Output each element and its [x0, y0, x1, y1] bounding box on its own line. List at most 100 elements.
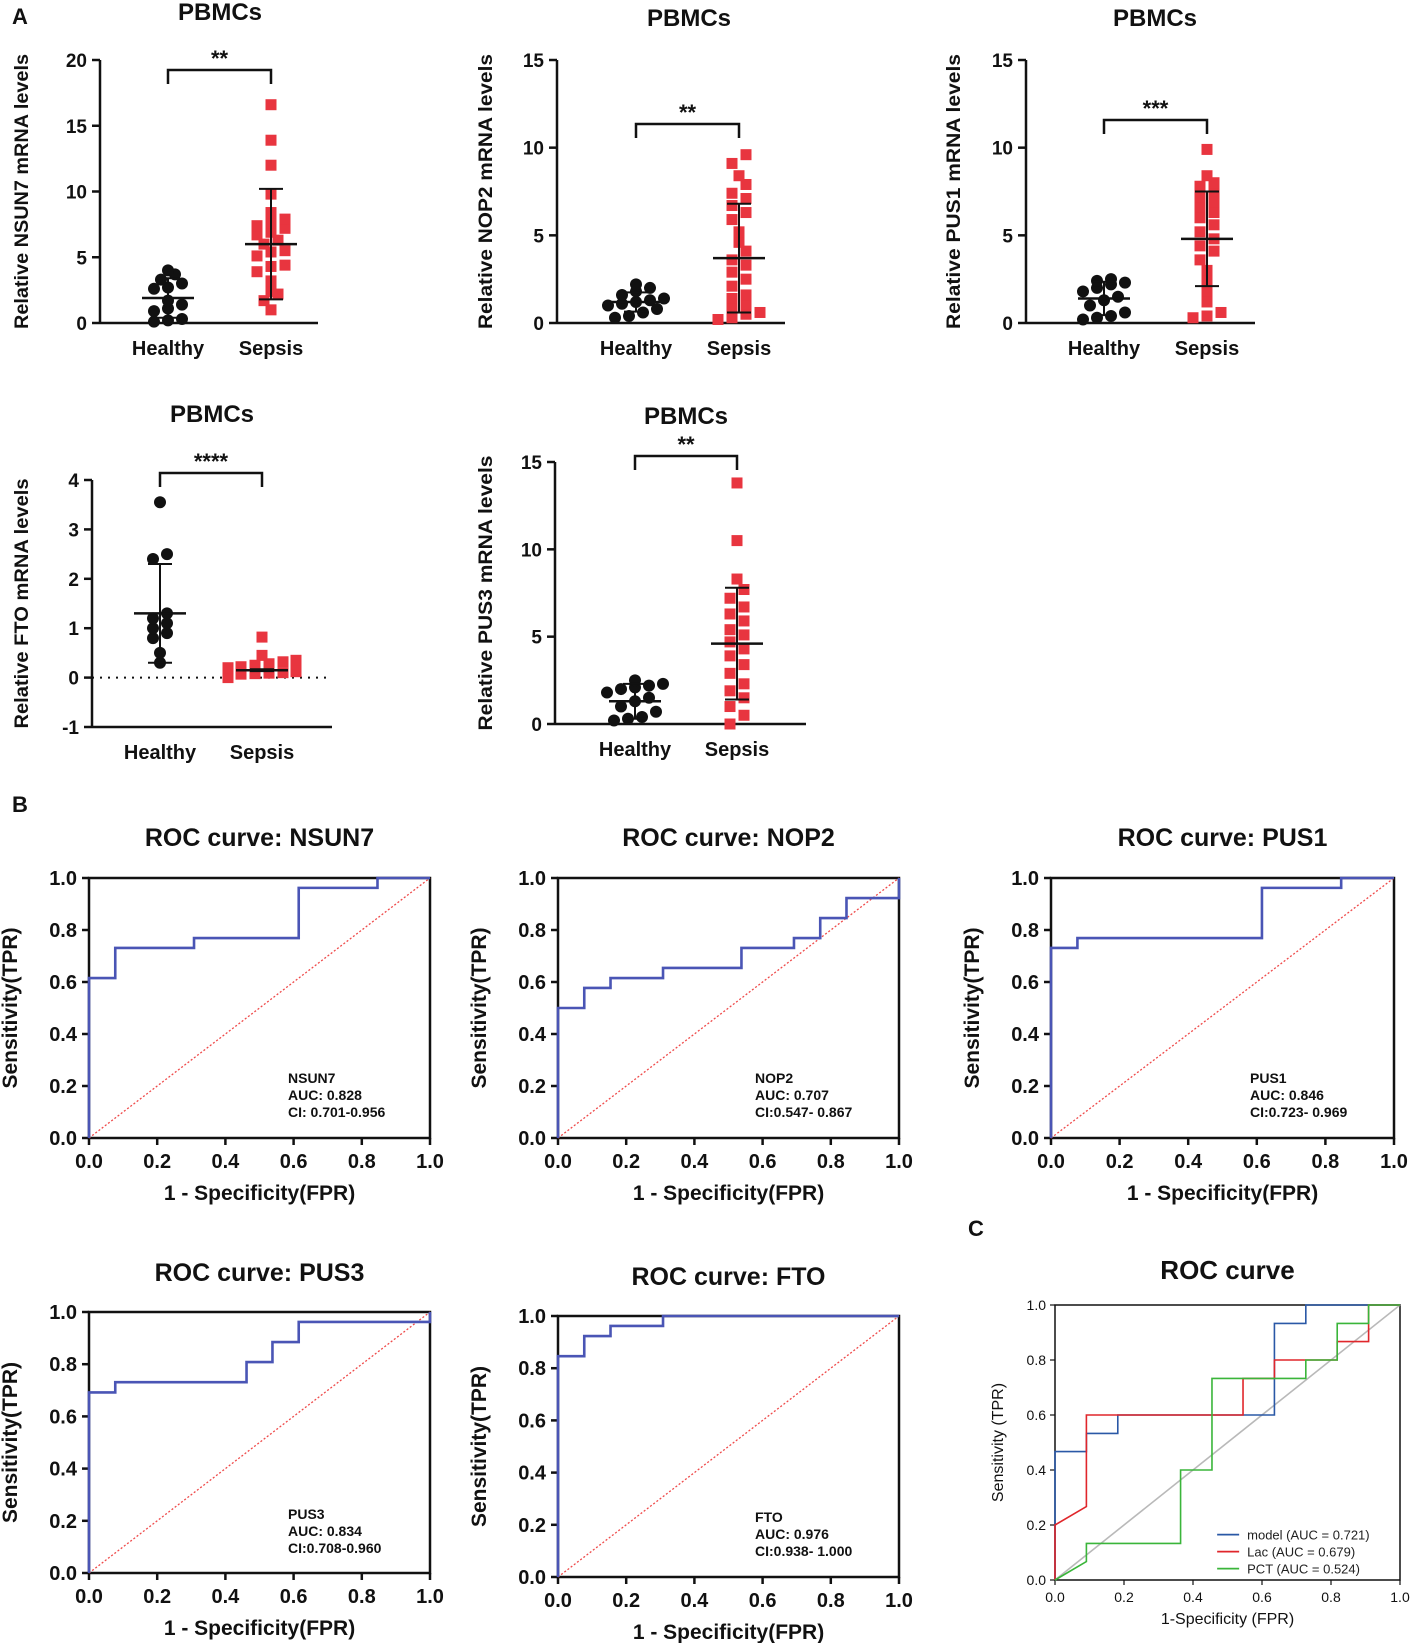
roc-pus3: 0.00.0 0.2 0.2 0.4 0.4 0.6 0.6 0.8 0.8 1.0 1.0 ROC …: [0, 1259, 444, 1640]
data-point-healthy: [147, 553, 159, 566]
data-point-sepsis: [251, 266, 263, 278]
y-axis-label: Relative NSUN7 mRNA levels: [12, 54, 33, 329]
chart-title: ROC curve: NOP2: [622, 824, 835, 852]
x-axis-label: 1 - Specificity(FPR): [633, 1621, 824, 1643]
data-point-healthy: [630, 278, 642, 291]
y-tick-label: 0.6: [518, 1410, 546, 1432]
data-point-healthy: [148, 305, 160, 318]
data-point-sepsis: [1208, 245, 1220, 257]
y-tick-label: 0: [533, 314, 544, 335]
data-point-sepsis: [1201, 143, 1213, 155]
x-category-label: Sepsis: [230, 742, 294, 764]
x-axis-label: 1-Specificity (FPR): [1161, 1611, 1294, 1628]
significance-bracket: [633, 454, 739, 470]
data-point-sepsis: [249, 668, 261, 680]
y-tick-label: 0.4: [1027, 1462, 1047, 1478]
auc-annotation-line: NSUN7: [288, 1070, 336, 1086]
data-point-sepsis: [222, 662, 234, 674]
pus3-scatter: 0 5 10 15 PBMCs Relative PUS3 mRNA levels Heal…: [476, 403, 806, 761]
y-tick-label: 0.4: [518, 1024, 547, 1046]
data-point-sepsis: [738, 692, 750, 704]
x-tick-label: 0.6: [280, 1151, 308, 1173]
x-tick-label: 0.8: [1321, 1589, 1341, 1605]
data-point-sepsis: [754, 306, 766, 318]
chart-title: ROC curve: NSUN7: [145, 824, 374, 852]
plot-frame: [1054, 1304, 1401, 1581]
data-point-sepsis: [1201, 310, 1213, 322]
y-tick-label: 5: [533, 226, 544, 247]
data-point-healthy: [176, 277, 188, 290]
data-point-sepsis: [738, 601, 750, 613]
data-point-sepsis: [1201, 170, 1213, 182]
significance-bracket: [166, 68, 273, 84]
x-tick-label: 1.0: [416, 1151, 444, 1173]
y-tick-label: 10: [66, 183, 87, 204]
significance-stars: ****: [194, 449, 229, 474]
y-tick-label: 0.0: [1027, 1572, 1047, 1588]
data-point-sepsis: [738, 615, 750, 627]
data-point-healthy: [176, 313, 188, 326]
data-point-healthy: [643, 679, 655, 692]
y-tick-label: 0.2: [49, 1076, 77, 1098]
x-tick-label: 0.0: [75, 1151, 103, 1173]
x-tick-label: 0.8: [817, 1590, 845, 1612]
data-point-sepsis: [279, 213, 291, 225]
data-point-sepsis: [265, 159, 277, 171]
reference-diagonal: [557, 1315, 900, 1578]
data-point-sepsis: [1194, 180, 1206, 192]
data-point-healthy: [651, 302, 663, 315]
data-point-healthy: [147, 622, 159, 635]
data-point-healthy: [1112, 290, 1124, 303]
data-point-sepsis: [256, 631, 268, 643]
x-tick-label: 0.8: [1311, 1151, 1339, 1173]
data-point-sepsis: [726, 303, 738, 315]
roc-series-pct: [1054, 1304, 1400, 1581]
x-tick-label: 0.2: [143, 1586, 171, 1608]
x-tick-label: 0.4: [680, 1151, 709, 1173]
data-point-sepsis: [726, 292, 738, 304]
x-tick-label: 0.6: [749, 1590, 777, 1612]
x-axis-label: 1 - Specificity(FPR): [1127, 1182, 1318, 1205]
data-point-sepsis: [290, 654, 302, 666]
y-tick-label: 4: [68, 471, 79, 492]
x-tick-label: 0.2: [612, 1590, 640, 1612]
x-axis-label: 1 - Specificity(FPR): [633, 1182, 824, 1205]
y-tick-label: 0.6: [1011, 972, 1039, 994]
data-point-sepsis: [731, 573, 743, 585]
data-point-sepsis: [740, 308, 752, 320]
auc-annotation-line: CI: 0.701-0.956: [288, 1104, 385, 1120]
y-tick-label: 1.0: [1011, 868, 1039, 890]
x-tick-label: 0.6: [1243, 1151, 1271, 1173]
y-tick-label: 0.0: [1011, 1128, 1039, 1150]
x-category-label: Healthy: [132, 338, 205, 360]
data-point-sepsis: [726, 254, 738, 266]
auc-annotation-line: CI:0.723- 0.969: [1250, 1104, 1347, 1120]
data-point-healthy: [147, 612, 159, 625]
roc-nsun7: 0.00.0 0.2 0.2 0.4 0.4 0.6 0.6 0.8 0.8 1.0 1.0 ROC …: [0, 824, 444, 1205]
data-point-sepsis: [1208, 196, 1220, 208]
data-point-healthy: [155, 273, 167, 286]
data-point-healthy: [615, 683, 627, 696]
data-point-sepsis: [738, 709, 750, 721]
y-axis-label: Relative PUS1 mRNA levels: [944, 54, 965, 329]
data-point-sepsis: [738, 584, 750, 596]
data-point-sepsis: [733, 170, 745, 182]
data-point-sepsis: [1208, 219, 1220, 231]
data-point-sepsis: [279, 259, 291, 271]
data-point-sepsis: [731, 477, 743, 489]
y-axis-label: Sensitivity(TPR): [468, 1366, 491, 1527]
data-point-sepsis: [235, 661, 247, 673]
y-tick-label: 0.8: [518, 920, 546, 942]
auc-annotation-line: CI:0.708-0.960: [288, 1540, 382, 1556]
reference-diagonal: [88, 1311, 431, 1574]
data-point-sepsis: [265, 99, 277, 111]
significance-stars: **: [211, 46, 229, 71]
y-tick-label: 10: [992, 139, 1013, 160]
y-tick-label: 2: [68, 570, 79, 591]
chart-title: PBMCs: [178, 0, 262, 26]
x-tick-label: 1.0: [1380, 1151, 1408, 1173]
y-tick-label: 0.2: [518, 1515, 546, 1537]
y-tick-label: 1.0: [518, 868, 546, 890]
y-tick-label: 1.0: [49, 868, 77, 890]
data-point-sepsis: [740, 149, 752, 161]
